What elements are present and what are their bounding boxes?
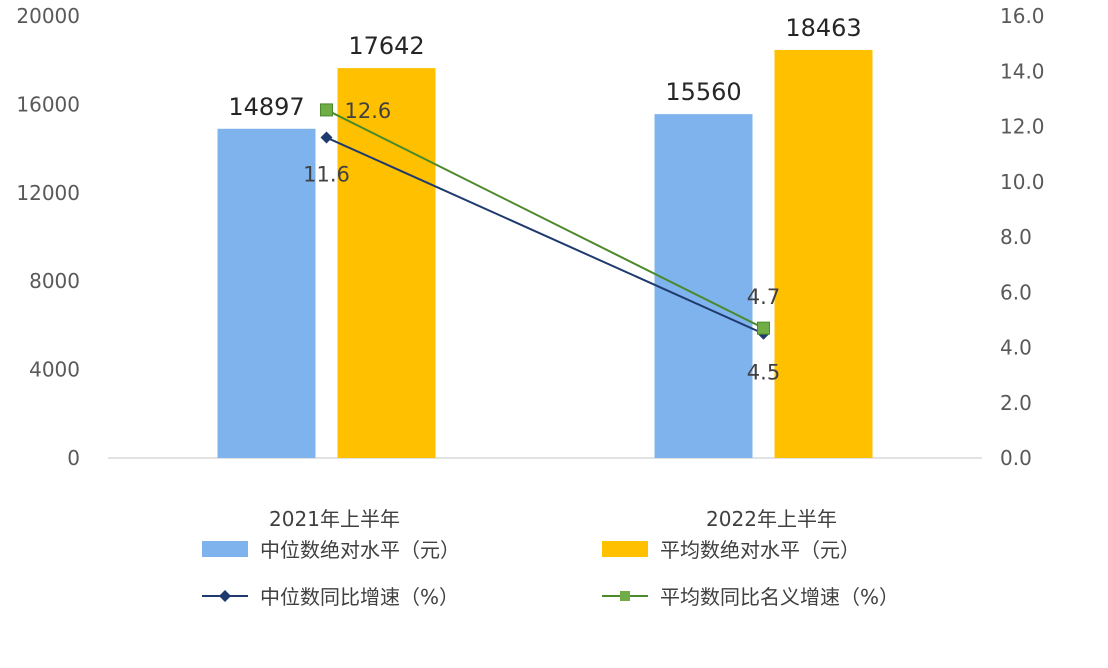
- right-tick-label: 8.0: [1000, 225, 1032, 249]
- line-data-label: 11.6: [303, 163, 350, 187]
- left-tick-label: 0: [67, 446, 80, 470]
- series-line: [326, 109, 764, 330]
- legend-label: 中位数绝对水平（元）: [260, 538, 460, 562]
- lines: [320, 103, 770, 340]
- legend-label: 平均数绝对水平（元）: [660, 538, 860, 562]
- legend-swatch: [202, 541, 248, 557]
- right-tick-label: 0.0: [1000, 446, 1032, 470]
- line-data-label: 4.5: [747, 361, 780, 385]
- bar-data-label: 14897: [228, 93, 304, 121]
- bar: [217, 128, 316, 458]
- right-tick-label: 6.0: [1000, 280, 1032, 304]
- bar-data-label: 15560: [665, 78, 741, 106]
- line-labels: 11.6 4.5 12.6 4.7: [303, 99, 780, 385]
- series-line: [326, 136, 764, 335]
- line-data-label: 12.6: [345, 99, 392, 123]
- right-tick-label: 12.0: [1000, 115, 1045, 139]
- bar-data-label: 18463: [785, 14, 861, 42]
- category-labels: 2021年上半年 2022年上半年: [269, 507, 837, 531]
- left-tick-label: 16000: [16, 92, 80, 116]
- left-axis: 0 4000 8000 12000 16000 20000: [16, 4, 80, 470]
- bar: [337, 68, 436, 458]
- right-tick-label: 4.0: [1000, 336, 1032, 360]
- line-data-label: 4.7: [747, 285, 780, 309]
- left-tick-label: 4000: [29, 358, 80, 382]
- legend-label: 中位数同比增速（%）: [260, 585, 459, 609]
- category-label: 2021年上半年: [269, 507, 400, 531]
- bar: [774, 49, 873, 458]
- right-tick-label: 10.0: [1000, 170, 1045, 194]
- line-point-marker: [320, 103, 333, 117]
- legend-swatch: [602, 541, 648, 557]
- category-label: 2022年上半年: [706, 507, 837, 531]
- line-point-marker: [320, 131, 333, 144]
- line-point-marker: [757, 321, 770, 335]
- bars: [217, 49, 873, 459]
- legend-label: 平均数同比名义增速（%）: [660, 585, 899, 609]
- right-tick-label: 16.0: [1000, 4, 1045, 28]
- right-tick-label: 2.0: [1000, 391, 1032, 415]
- bar-data-label: 17642: [348, 32, 424, 60]
- left-tick-label: 8000: [29, 269, 80, 293]
- bar: [654, 114, 753, 459]
- legend-marker: [219, 590, 231, 602]
- right-tick-label: 14.0: [1000, 59, 1045, 83]
- legend: 中位数绝对水平（元） 平均数绝对水平（元） 中位数同比增速（%） 平均数同比名义增速（…: [202, 538, 899, 609]
- legend-marker: [620, 591, 630, 601]
- right-axis: 0.0 2.0 4.0 6.0 8.0 10.0 12.0 14.0 16.0: [1000, 4, 1045, 470]
- left-tick-label: 20000: [16, 4, 80, 28]
- bar-labels: 14897 15560 17642 18463: [228, 14, 861, 121]
- left-tick-label: 12000: [16, 181, 80, 205]
